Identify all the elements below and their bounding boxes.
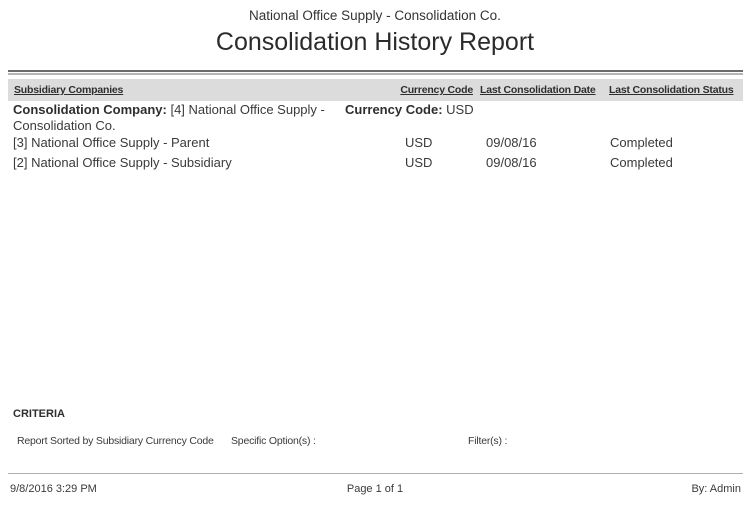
consolidation-company-currency: Currency Code: USD: [345, 102, 474, 118]
footer-divider: [8, 473, 743, 474]
last-consolidation-date-cell: 09/08/16: [486, 155, 537, 170]
report-company-title: National Office Supply - Consolidation C…: [249, 8, 501, 23]
column-header-currency-code: Currency Code: [400, 84, 473, 96]
column-header-last-consolidation-date: Last Consolidation Date: [480, 84, 596, 96]
subsidiary-cell: [3] National Office Supply - Parent: [13, 135, 210, 150]
footer-datetime: 9/8/2016 3:29 PM: [10, 483, 97, 495]
column-header-subsidiary-companies: Subsidiary Companies: [14, 84, 124, 96]
currency-cell: USD: [405, 135, 433, 150]
currency-code-value: USD: [446, 102, 474, 117]
currency-code-label: Currency Code:: [345, 102, 443, 117]
table-row: [2] National Office Supply - Subsidiary …: [0, 155, 750, 171]
last-consolidation-status-cell: Completed: [610, 135, 673, 150]
title-divider: [8, 70, 743, 75]
consolidation-company-value: [4] National Office Supply - Consolidati…: [13, 102, 325, 133]
footer-page-number: Page 1 of 1: [346, 483, 404, 495]
last-consolidation-date-cell: 09/08/16: [486, 135, 537, 150]
column-header-last-consolidation-status: Last Consolidation Status: [609, 84, 734, 96]
consolidation-company-row: Consolidation Company: [4] National Offi…: [13, 102, 388, 134]
footer-generated-by: By: Admin: [691, 483, 741, 495]
last-consolidation-status-cell: Completed: [610, 155, 673, 170]
table-header-bar: Subsidiary Companies Currency Code Last …: [8, 79, 743, 101]
specific-options-label: Specific Option(s) :: [231, 435, 316, 447]
criteria-sorted-by: Report Sorted by Subsidiary Currency Cod…: [17, 435, 214, 447]
report-title: Consolidation History Report: [215, 28, 535, 56]
criteria-heading: CRITERIA: [13, 408, 65, 420]
table-row: [3] National Office Supply - Parent USD …: [0, 135, 750, 151]
filters-label: Filter(s) :: [468, 435, 508, 447]
currency-cell: USD: [405, 155, 433, 170]
subsidiary-cell: [2] National Office Supply - Subsidiary: [13, 155, 232, 170]
consolidation-company-label: Consolidation Company:: [13, 102, 167, 117]
